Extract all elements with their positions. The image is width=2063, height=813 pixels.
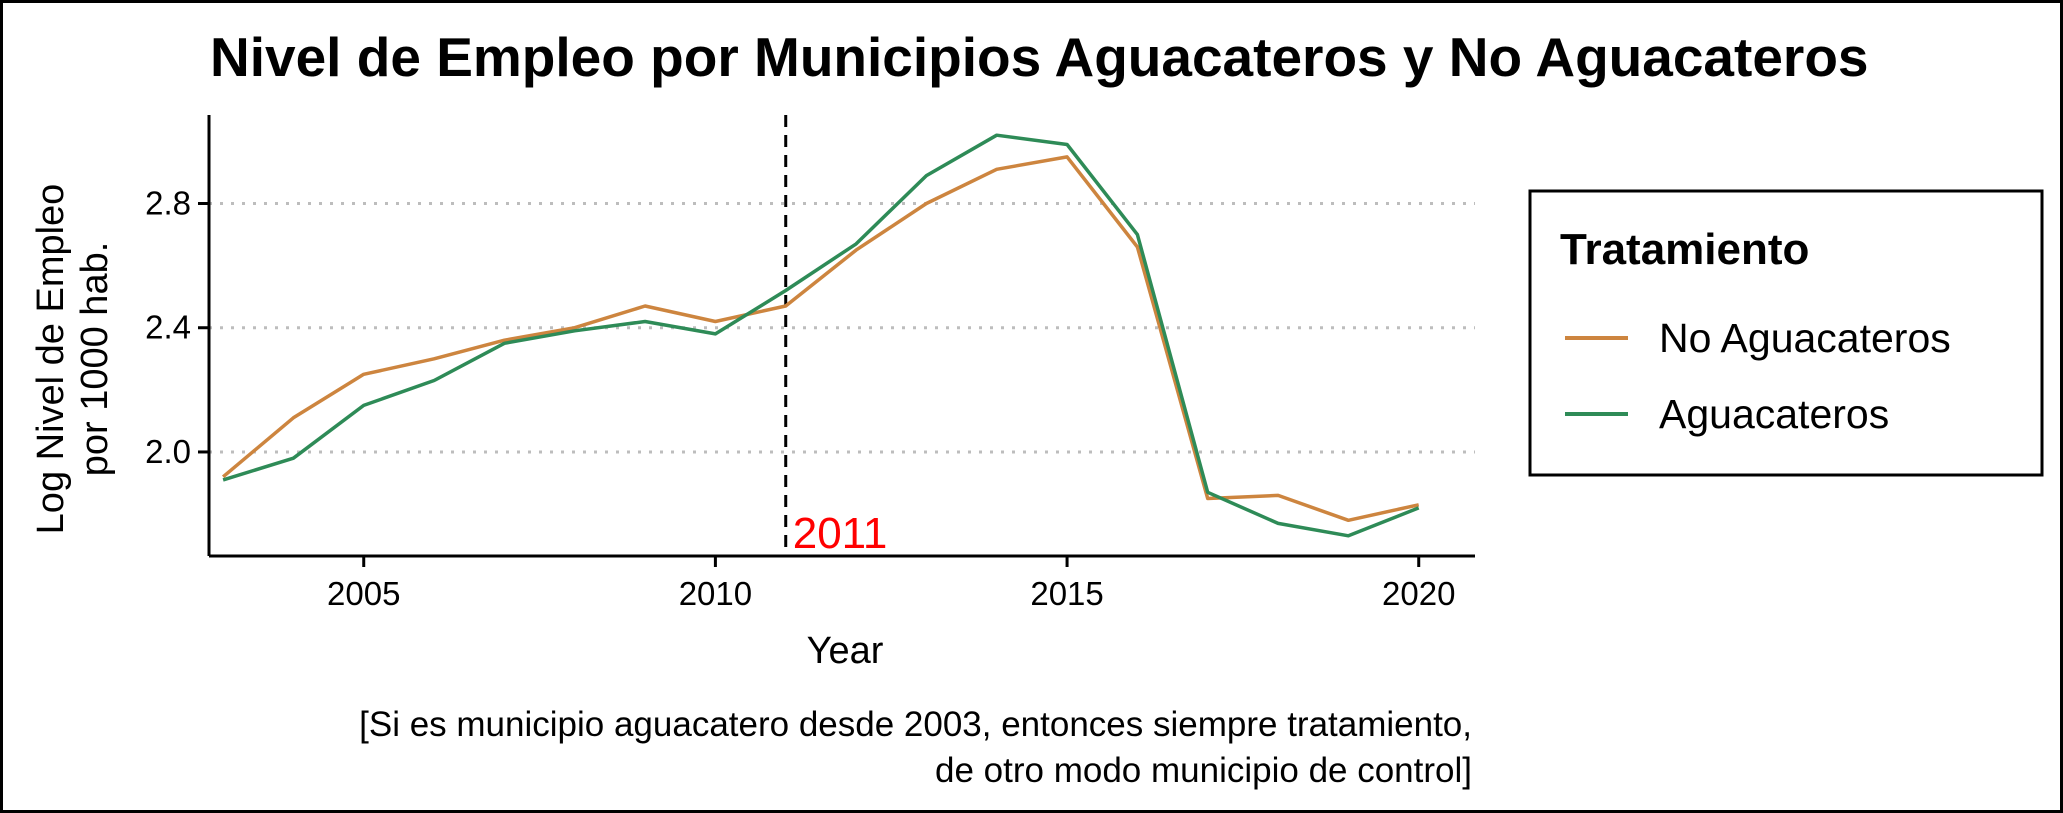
line-chart: Nivel de Empleo por Municipios Aguacater… [30,26,2044,790]
series-line-no-aguacateros [221,155,1420,523]
chart-title: Nivel de Empleo por Municipios Aguacater… [210,26,1869,88]
y-axis-title-line-1: Log Nivel de Empleo [30,184,72,535]
y-tick-label-1: 2.4 [145,309,191,346]
y-axis-title: Log Nivel de Empleo por 1000 hab. [30,184,116,535]
legend: Tratamiento No Aguacateros Aguacateros [1528,189,2044,477]
x-axis-ticks: 2005 2010 2015 2020 [327,556,1455,612]
vline-label: 2011 [793,509,888,558]
legend-box [1528,189,2044,477]
y-axis-ticks: 2.0 2.4 2.8 [145,185,209,470]
y-tick-label-0: 2.0 [145,433,191,470]
legend-label-aguacateros: Aguacateros [1659,391,1889,437]
x-tick-label-2: 2015 [1030,575,1103,612]
x-tick-label-1: 2010 [679,575,752,612]
x-tick-label-0: 2005 [327,575,400,612]
y-axis-title-line-2: por 1000 hab. [74,242,116,477]
vline-group: 2011 [784,115,888,558]
legend-title: Tratamiento [1560,225,1809,274]
caption-line-2: de otro modo municipio de control] [935,751,1472,790]
caption-line-1: [Si es municipio aguacatero desde 2003, … [359,705,1472,744]
series-lines [221,133,1420,538]
y-tick-label-2: 2.8 [145,185,191,222]
gridlines [209,202,1475,454]
x-axis-title: Year [807,630,884,672]
legend-label-no-aguacateros: No Aguacateros [1659,315,1951,361]
series-line-aguacateros [222,133,1420,538]
x-tick-label-3: 2020 [1382,575,1455,612]
